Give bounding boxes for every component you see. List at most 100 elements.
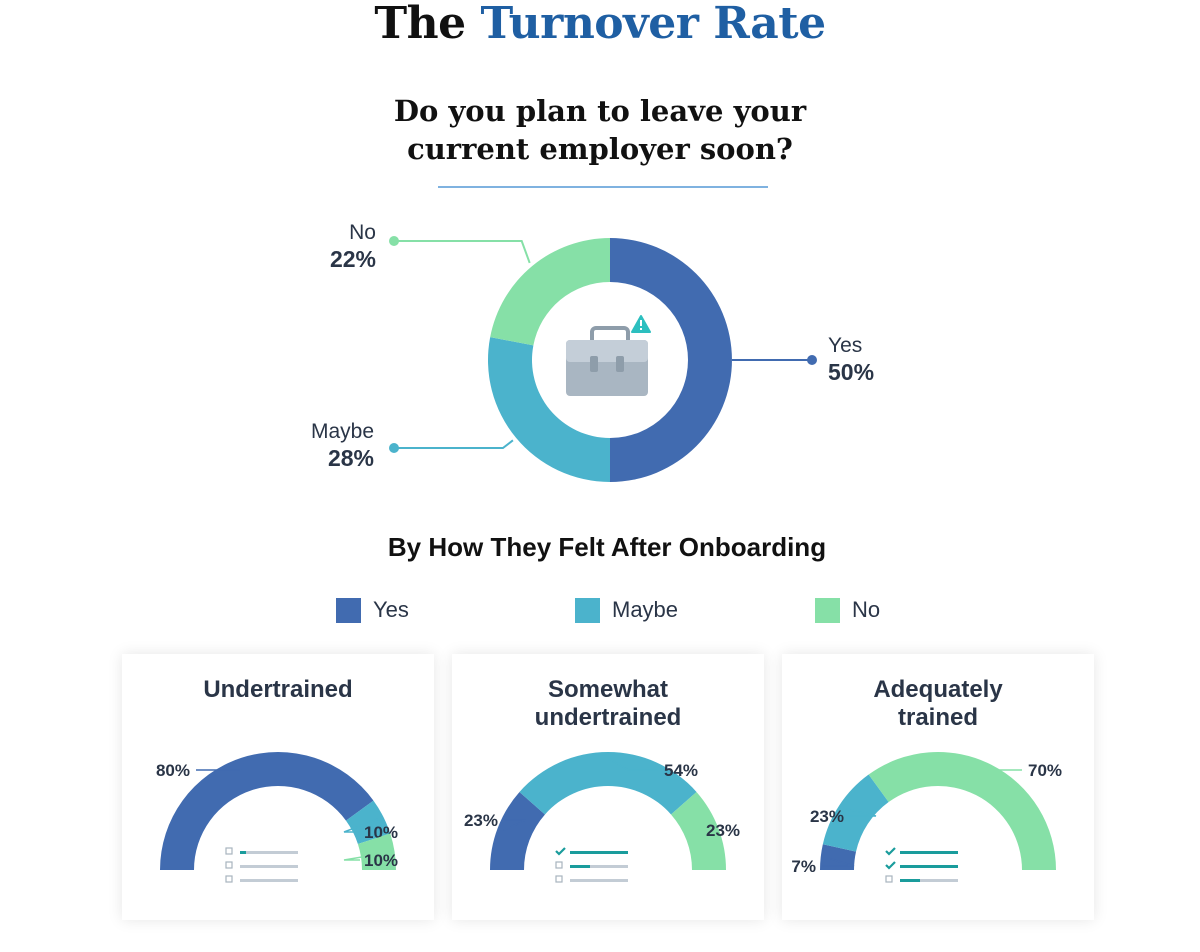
- checklist-progress: [240, 851, 246, 854]
- card-title: Adequately trained: [782, 676, 1094, 732]
- semi-slice-no: [671, 791, 726, 870]
- value-label-yes: 23%: [464, 811, 498, 830]
- value-label-no: 70%: [1028, 761, 1062, 780]
- semi-donut-adequately-trained: 7% 23% 70%: [791, 752, 1062, 883]
- checkbox: [225, 875, 233, 883]
- legend-label-maybe: Maybe: [612, 597, 679, 622]
- card-title-line-2: undertrained: [534, 704, 682, 731]
- donut-label-yes-name: Yes: [828, 334, 863, 357]
- semi-slice-no: [868, 752, 1056, 870]
- checklist-line: [900, 879, 958, 882]
- card-title-line-2: trained: [897, 704, 978, 731]
- legend-swatch-yes: [336, 597, 361, 623]
- donut-chart: [389, 236, 817, 482]
- legend: Yes Maybe No: [0, 597, 1200, 627]
- title-part-2: Turnover Rate: [480, 0, 826, 49]
- checklist-line: [900, 865, 958, 868]
- donut-label-maybe-name: Maybe: [310, 420, 374, 443]
- legend-item-maybe: Maybe: [575, 597, 678, 623]
- checklist-icon: [225, 847, 298, 883]
- leader-line-yes: [822, 856, 855, 867]
- semi-slice-yes: [160, 752, 374, 870]
- leader-dot-no: [389, 236, 399, 246]
- checklist-line: [240, 851, 298, 854]
- checklist-line: [240, 879, 298, 882]
- donut-label-no: No 22%: [322, 220, 376, 272]
- checkbox: [555, 875, 563, 883]
- checklist-line: [240, 865, 298, 868]
- leader-line-yes: [196, 763, 245, 771]
- checklist-icon: [555, 847, 628, 883]
- semi-donut-somewhat-undertrained: 23% 54% 23%: [464, 752, 740, 883]
- survey-question: Do you plan to leave your current employ…: [0, 92, 1200, 168]
- card-somewhat-undertrained: 23% 54% 23% Somewhat undertrained: [452, 654, 764, 920]
- donut-label-no-value: 22%: [329, 246, 376, 272]
- legend-label-yes: Yes: [373, 597, 409, 622]
- leader-line-maybe: [343, 818, 379, 833]
- semi-slice-yes: [490, 791, 545, 870]
- value-label-maybe: 54%: [664, 761, 698, 780]
- checklist-progress: [900, 879, 920, 882]
- checkbox: [225, 861, 233, 869]
- card-adequately-trained: 7% 23% 70% Adequately trained: [782, 654, 1094, 920]
- value-label-yes: 7%: [791, 857, 816, 876]
- leader-line-no: [343, 851, 389, 861]
- donut-slice-yes: [610, 238, 732, 482]
- legend-label-no: No: [852, 597, 881, 622]
- donut-label-yes: Yes 50%: [828, 333, 874, 385]
- checklist-line: [570, 865, 628, 868]
- warning-icon: [631, 315, 651, 333]
- leader-dot-yes: [807, 355, 817, 365]
- semi-donut-undertrained: 80%10%10%: [156, 752, 398, 883]
- question-line-1: Do you plan to leave your: [393, 94, 807, 128]
- briefcase-icon: [566, 326, 648, 396]
- semi-slice-maybe: [822, 774, 889, 852]
- leader-line-no: [394, 240, 531, 264]
- card-title-line-1: Undertrained: [203, 676, 353, 703]
- card-title-line-1: Adequately: [873, 676, 1003, 703]
- card-title-line-1: Somewhat: [547, 676, 669, 703]
- value-label-no: 10%: [364, 851, 398, 870]
- checklist-progress: [570, 865, 590, 868]
- legend-item-no: No: [815, 597, 880, 623]
- semi-slice-maybe: [519, 752, 697, 815]
- section-subheading: By How They Felt After Onboarding: [387, 532, 827, 562]
- briefcase-handle: [590, 326, 630, 340]
- check-mark: [885, 861, 896, 870]
- value-label-maybe: 23%: [810, 807, 844, 826]
- card-title: Somewhat undertrained: [452, 676, 764, 732]
- briefcase-clasp-left: [590, 356, 598, 372]
- leader-line-maybe: [394, 439, 514, 449]
- checklist-line: [900, 851, 958, 854]
- warning-dot: [640, 328, 642, 330]
- donut-label-maybe: Maybe 28%: [296, 419, 374, 471]
- legend-item-yes: Yes: [336, 597, 409, 623]
- warning-mark: [640, 320, 642, 326]
- briefcase-flap: [566, 340, 648, 362]
- checklist-line: [570, 851, 628, 854]
- briefcase-clasp-right: [616, 356, 624, 372]
- page-title: The Turnover Rate: [0, 0, 1200, 49]
- leader-line-maybe: [844, 807, 877, 817]
- checklist-icon: [885, 847, 958, 883]
- donut-label-maybe-value: 28%: [327, 445, 374, 471]
- checkbox: [885, 875, 893, 883]
- leader-dot-maybe: [389, 443, 399, 453]
- card-title: Undertrained: [122, 676, 434, 704]
- checkbox: [225, 847, 233, 855]
- leader-line-yes: [502, 819, 527, 832]
- check-mark: [885, 847, 896, 856]
- leader-line-maybe: [607, 757, 658, 771]
- value-label-yes: 80%: [156, 761, 190, 780]
- donut-label-no-name: No: [349, 221, 376, 244]
- divider: [438, 186, 768, 188]
- value-label-no: 23%: [706, 821, 740, 840]
- legend-swatch-maybe: [575, 597, 600, 623]
- donut-slice-no: [490, 238, 610, 346]
- check-mark: [555, 847, 566, 856]
- donut-slice-maybe: [488, 337, 610, 482]
- donut-label-yes-value: 50%: [828, 359, 875, 385]
- checklist-line: [570, 879, 628, 882]
- card-undertrained: 80% 10% 10% Undertrained: [122, 654, 434, 920]
- title-part-1: The: [374, 0, 466, 49]
